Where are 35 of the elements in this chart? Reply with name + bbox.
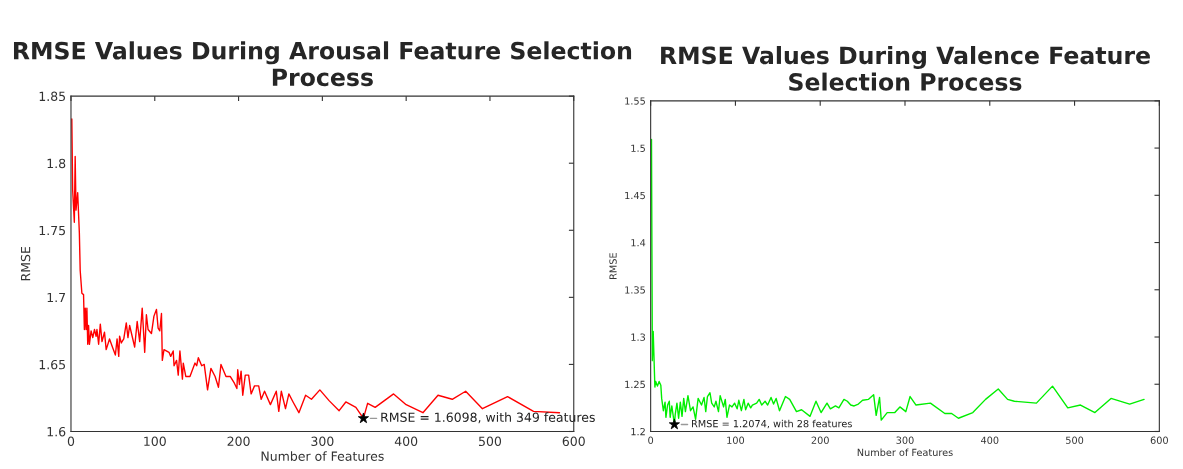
y-tick-label: 1.75 xyxy=(39,225,66,236)
y-tick-label: 1.85 xyxy=(39,91,66,102)
x-tick-label: 500 xyxy=(1066,436,1084,444)
y-tick-label: 1.25 xyxy=(625,380,645,389)
y-tick-label: 1.3 xyxy=(631,333,646,341)
x-tick-label: 100 xyxy=(727,436,745,444)
y-tick-label: 1.55 xyxy=(625,97,645,105)
y-axis-title: RMSE xyxy=(609,253,617,279)
x-tick-label: 300 xyxy=(896,436,914,444)
x-tick-label: 300 xyxy=(311,436,334,447)
y-tick-label: 1.8 xyxy=(47,158,66,169)
y-axis-title: RMSE xyxy=(20,246,31,281)
y-tick-label: 1.7 xyxy=(47,292,66,303)
chart-title: RMSE Values During Arousal Feature Selection Process xyxy=(13,41,632,87)
y-tick-label: 1.4 xyxy=(631,239,646,247)
x-tick-label: 500 xyxy=(478,436,502,447)
x-axis-title: Number of Features xyxy=(857,448,953,457)
x-tick-label: 100 xyxy=(144,436,166,447)
x-tick-label: 600 xyxy=(1150,436,1168,444)
y-tick-label: 1.6 xyxy=(47,426,66,437)
x-tick-label: 400 xyxy=(394,436,418,447)
x-tick-label: 600 xyxy=(562,436,585,447)
x-tick-label: 0 xyxy=(67,436,75,447)
annotation: RMSE = 1.2074, with 28 features xyxy=(692,419,852,429)
y-tick-label: 1.2 xyxy=(631,427,645,436)
chart-title: RMSE Values During Valence Feature Selection Process xyxy=(661,45,1150,91)
y-tick-label: 1.45 xyxy=(625,191,645,200)
x-tick-label: 400 xyxy=(980,436,999,444)
y-tick-label: 1.5 xyxy=(631,144,645,152)
x-axis-title: Number of Features xyxy=(261,451,384,461)
y-tick-label: 1.35 xyxy=(625,286,645,294)
y-tick-label: 1.65 xyxy=(39,359,66,370)
x-tick-label: 200 xyxy=(227,436,250,447)
x-tick-label: 200 xyxy=(811,436,829,444)
x-tick-label: 0 xyxy=(648,436,654,444)
